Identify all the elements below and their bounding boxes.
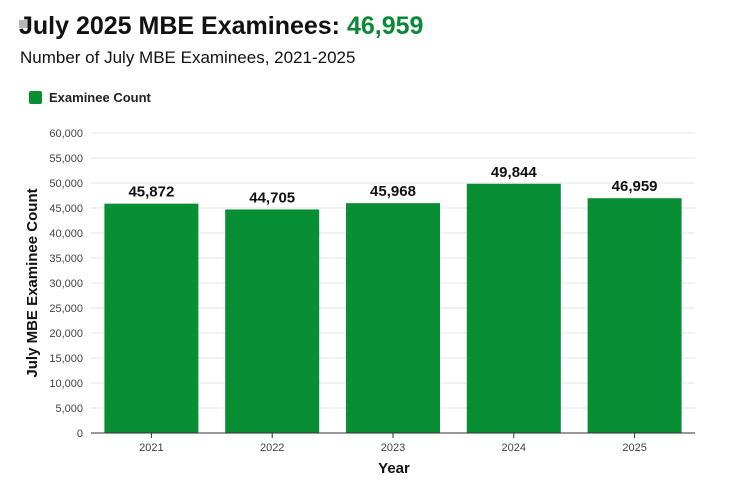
x-tick-label: 2025 (622, 442, 646, 454)
y-tick-label: 50,000 (49, 178, 83, 190)
chart-subtitle: Number of July MBE Examinees, 2021-2025 (20, 48, 356, 67)
data-label: 46,959 (612, 178, 658, 195)
data-label: 44,705 (249, 189, 295, 206)
chart-legend: Examinee Count (29, 90, 151, 105)
y-tick-label: 45,000 (49, 203, 83, 215)
data-label: 49,844 (491, 164, 538, 181)
y-tick-label: 15,000 (49, 353, 83, 365)
title-prefix: July 2025 MBE Examinees: (19, 12, 347, 40)
x-tick-label: 2024 (502, 442, 526, 454)
y-tick-label: 0 (77, 428, 83, 440)
x-tick-label: 2021 (139, 442, 163, 454)
x-tick-label: 2022 (260, 442, 284, 454)
bar (466, 183, 561, 433)
bar (346, 203, 440, 433)
x-tick-label: 2023 (381, 442, 405, 454)
legend-label: Examinee Count (49, 90, 151, 105)
y-tick-label: 60,000 (49, 128, 83, 140)
bar (104, 203, 199, 433)
y-tick-label: 25,000 (49, 303, 83, 315)
legend-swatch (29, 91, 42, 104)
y-tick-label: 35,000 (49, 253, 83, 265)
title-marker (19, 20, 28, 28)
y-tick-label: 30,000 (49, 278, 83, 290)
y-tick-label: 20,000 (49, 328, 83, 340)
title-value: 46,959 (346, 12, 424, 40)
y-tick-label: 40,000 (49, 228, 83, 240)
y-tick-label: 55,000 (49, 153, 83, 165)
y-tick-label: 10,000 (49, 378, 83, 390)
page-title: July 2025 MBE Examinees: 46,959 (19, 12, 423, 41)
data-label: 45,968 (370, 183, 416, 200)
data-label: 45,872 (128, 184, 174, 201)
bar (587, 198, 682, 433)
y-tick-label: 5,000 (55, 403, 83, 415)
x-axis-title: Year (378, 460, 410, 477)
y-axis-title: July MBE Examinee Count (24, 188, 41, 377)
bar (225, 209, 320, 433)
